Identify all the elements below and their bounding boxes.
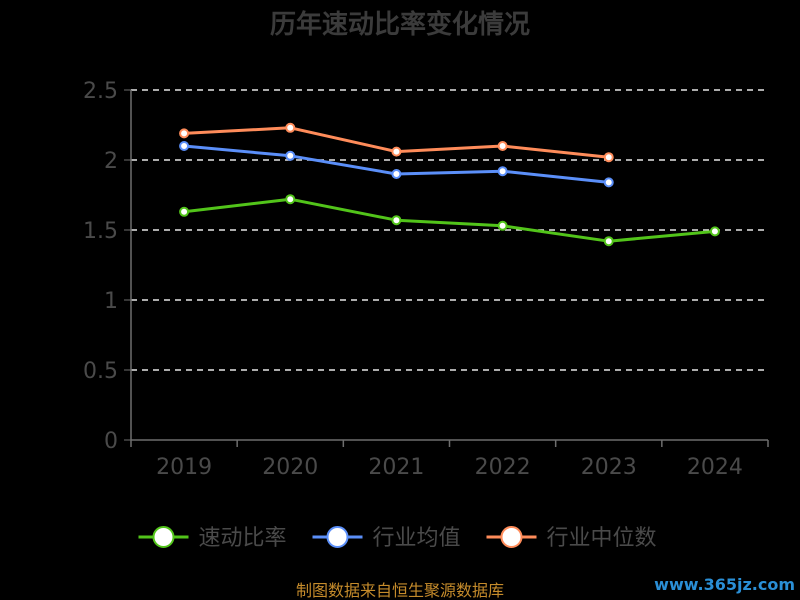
y-tick-labels: 0 0.5 1 1.5 2 2.5 — [83, 79, 118, 454]
x-tick-label: 2020 — [262, 455, 318, 480]
axes — [130, 90, 769, 447]
data-point[interactable] — [603, 152, 614, 163]
y-tick-label: 0 — [104, 429, 118, 454]
data-point[interactable] — [285, 194, 296, 205]
y-tick-label: 2.5 — [83, 79, 118, 104]
data-point[interactable] — [391, 215, 402, 226]
x-tick-label: 2024 — [687, 455, 743, 480]
series-速动比率 — [179, 194, 720, 247]
data-point[interactable] — [603, 236, 614, 247]
x-tick-label: 2023 — [581, 455, 637, 480]
legend-label: 行业中位数 — [547, 526, 657, 551]
data-point[interactable] — [497, 141, 508, 151]
data-point[interactable] — [285, 150, 296, 161]
series-行业均值 — [179, 141, 614, 188]
grid — [124, 89, 768, 441]
y-tick-label: 0.5 — [83, 359, 118, 384]
data-point[interactable] — [497, 166, 508, 177]
data-point[interactable] — [179, 206, 190, 217]
data-point[interactable] — [497, 220, 508, 231]
data-point[interactable] — [391, 146, 402, 157]
x-tick-label: 2022 — [475, 455, 531, 480]
data-point[interactable] — [391, 169, 402, 179]
x-tick-labels: 2019 2020 2021 2022 2023 2024 — [156, 455, 743, 480]
series-layer — [179, 122, 720, 247]
data-point[interactable] — [603, 177, 614, 188]
data-point[interactable] — [285, 122, 296, 133]
legend-item-行业中位数[interactable]: 行业中位数 — [486, 526, 657, 551]
y-tick-label: 1.5 — [83, 219, 118, 244]
legend-label: 行业均值 — [373, 526, 461, 551]
legend-item-速动比率[interactable]: 速动比率 — [138, 526, 287, 551]
legend-label: 速动比率 — [199, 526, 287, 551]
watermark: www.365jz.com — [654, 575, 795, 594]
legend-item-行业均值[interactable]: 行业均值 — [312, 526, 461, 551]
chart-title: 历年速动比率变化情况 — [270, 9, 530, 40]
x-tick-label: 2019 — [156, 455, 212, 480]
legend[interactable]: 速动比率 行业均值 行业中位数 — [138, 526, 657, 551]
data-point[interactable] — [709, 226, 720, 237]
series-行业中位数 — [179, 122, 614, 163]
x-tick-label: 2021 — [368, 455, 424, 480]
data-point[interactable] — [179, 128, 190, 139]
legend-swatch-marker — [326, 526, 349, 548]
y-tick-label: 2 — [104, 149, 118, 174]
legend-swatch-marker — [152, 526, 175, 548]
legend-swatch-marker — [500, 526, 523, 548]
y-tick-label: 1 — [104, 289, 118, 314]
series-line — [183, 197, 716, 243]
data-point[interactable] — [179, 141, 190, 151]
data-source-note: 制图数据来自恒生聚源数据库 — [296, 581, 504, 600]
